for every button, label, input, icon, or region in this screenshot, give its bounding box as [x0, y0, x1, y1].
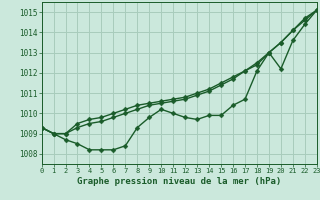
X-axis label: Graphe pression niveau de la mer (hPa): Graphe pression niveau de la mer (hPa)	[77, 177, 281, 186]
